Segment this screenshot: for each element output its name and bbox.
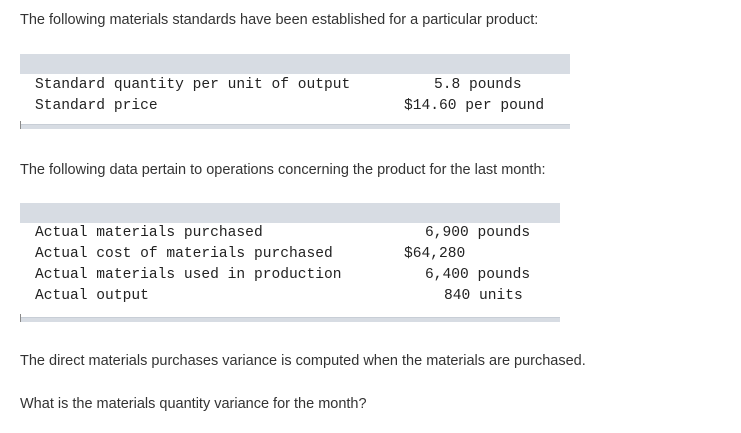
row-value: 840 units (444, 288, 523, 304)
row-label: Actual materials used in production (35, 267, 342, 283)
row-value: 6,900 pounds (425, 225, 531, 241)
table-row: Actual cost of materials purchased $64,2… (20, 244, 560, 265)
table-header-bar (20, 203, 560, 223)
data-intro-text: The following data pertain to operations… (20, 162, 546, 178)
row-label: Actual materials purchased (35, 225, 263, 241)
row-value: $64,280 (404, 246, 466, 262)
table-footer-bar (20, 121, 570, 129)
row-label: Standard price (35, 98, 158, 114)
row-label: Actual cost of materials purchased (35, 246, 333, 262)
table-row: Standard price $14.60 per pound (20, 96, 570, 117)
standards-table: Standard quantity per unit of output 5.8… (20, 54, 570, 132)
row-value: 5.8 pounds (434, 77, 522, 93)
row-label: Standard quantity per unit of output (35, 77, 351, 93)
table-row: Standard quantity per unit of output 5.8… (20, 75, 570, 96)
question-text: What is the materials quantity variance … (20, 396, 367, 412)
table-row: Actual materials used in production 6,40… (20, 265, 560, 286)
table-footer-bar (20, 314, 560, 322)
actuals-table: Actual materials purchased 6,900 pounds … (20, 203, 560, 323)
table-row: Actual output 840 units (20, 286, 560, 307)
note-text: The direct materials purchases variance … (20, 353, 586, 369)
table-row: Actual materials purchased 6,900 pounds (20, 223, 560, 244)
row-label: Actual output (35, 288, 149, 304)
table-body: Standard quantity per unit of output 5.8… (20, 74, 570, 117)
table-body: Actual materials purchased 6,900 pounds … (20, 223, 560, 307)
row-value: 6,400 pounds (425, 267, 531, 283)
intro-text: The following materials standards have b… (20, 12, 539, 28)
table-header-bar (20, 54, 570, 74)
row-value: $14.60 per pound (404, 98, 545, 114)
